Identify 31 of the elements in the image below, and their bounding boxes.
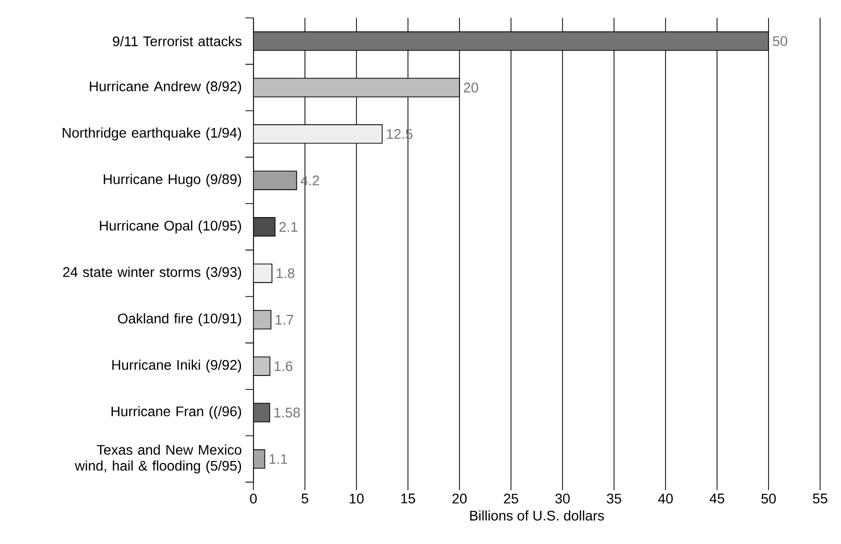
y-tick-label: Hurricane Hugo (9/89) — [104, 174, 242, 187]
data-label: 1.8 — [276, 268, 294, 278]
y-tick-label: Hurricane Iniki (9/92) — [112, 360, 242, 373]
x-tick-label: 15 — [401, 494, 416, 504]
data-label: 1.7 — [276, 314, 294, 325]
data-label: 1.6 — [274, 361, 292, 372]
x-tick-label: 30 — [555, 494, 570, 504]
data-label: 20 — [464, 82, 478, 93]
data-label: 2.1 — [279, 222, 298, 232]
x-tick-label: 25 — [504, 494, 518, 504]
x-tick-label: 50 — [761, 494, 776, 504]
data-label: 1.58 — [274, 408, 300, 418]
y-tick-label: Oakland fire (10/91) — [118, 313, 242, 326]
y-tick-label: Hurricane Andrew (8/92) — [90, 81, 242, 94]
x-axis-title: Billions of U.S. dollars — [470, 510, 604, 521]
x-tick-label: 10 — [350, 494, 364, 504]
data-label: 50 — [772, 36, 788, 46]
y-tick-label: Hurricane Fran ((/96) — [112, 406, 242, 420]
x-tick-label: 20 — [452, 494, 467, 504]
x-tick-label: 5 — [302, 494, 308, 504]
y-tick-label: Northridge earthquake (1/94) — [62, 128, 242, 141]
data-label: 1.1 — [270, 454, 288, 464]
x-tick-label: 35 — [606, 494, 622, 504]
y-tick-label: Hurricane Opal (10/95) — [100, 220, 242, 234]
x-tick-label: 45 — [710, 494, 724, 504]
y-tick-label: 9/11 Terrorist attacks — [112, 36, 242, 46]
y-tick-label: Texas and New Mexico wind, hail & flooding (5/95) — [74, 444, 242, 474]
x-tick-label: 40 — [658, 494, 673, 504]
y-tick-label: 24 state winter storms (3/93) — [63, 266, 242, 280]
x-tick-label: 0 — [250, 494, 257, 504]
x-tick-label: 55 — [812, 494, 828, 504]
